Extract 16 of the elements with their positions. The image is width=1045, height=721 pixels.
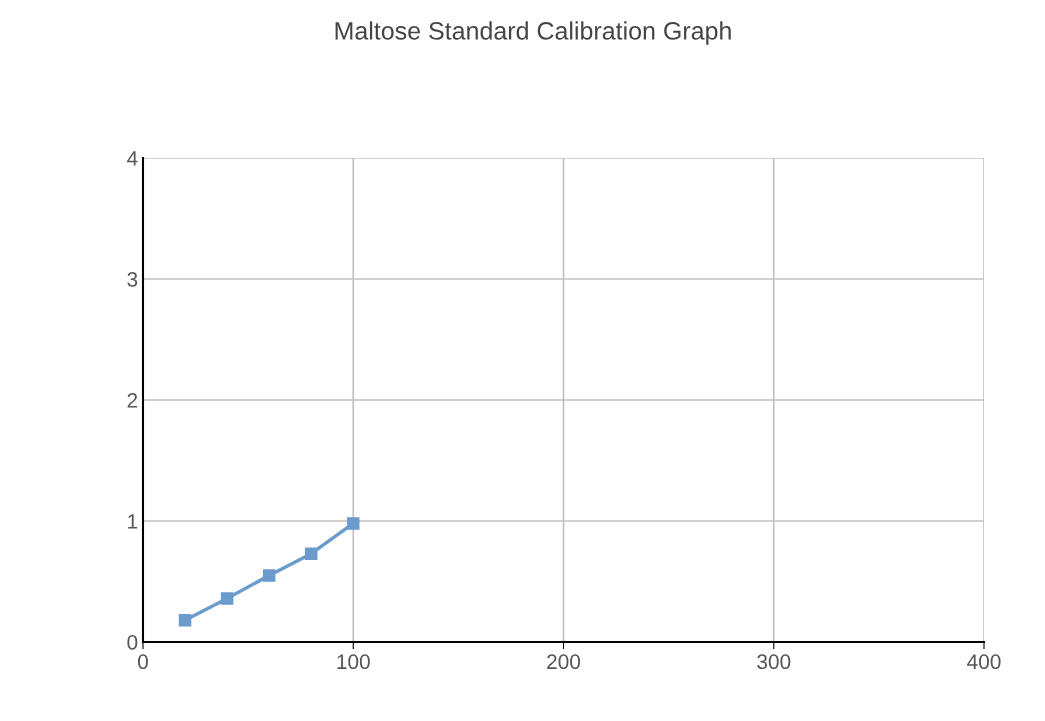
y-tick-label: 3 — [127, 272, 138, 287]
x-tick-label: 0 — [138, 654, 148, 670]
y-tick-label: 2 — [127, 393, 138, 408]
point — [220, 592, 234, 605]
point — [304, 547, 318, 560]
x-tick-label: 300 — [757, 654, 791, 670]
point — [346, 517, 360, 530]
point — [262, 569, 276, 582]
chart-title: Maltose Standard Calibration Graph — [335, 21, 731, 45]
point — [178, 613, 192, 627]
x-tick-label: 100 — [337, 654, 370, 670]
x-tick-label: 200 — [547, 654, 581, 670]
y-tick-label: 4 — [127, 151, 138, 166]
y-tick-label: 0 — [127, 635, 138, 650]
y-tick-label: 1 — [128, 514, 138, 529]
x-tick-label: 400 — [967, 654, 1001, 670]
